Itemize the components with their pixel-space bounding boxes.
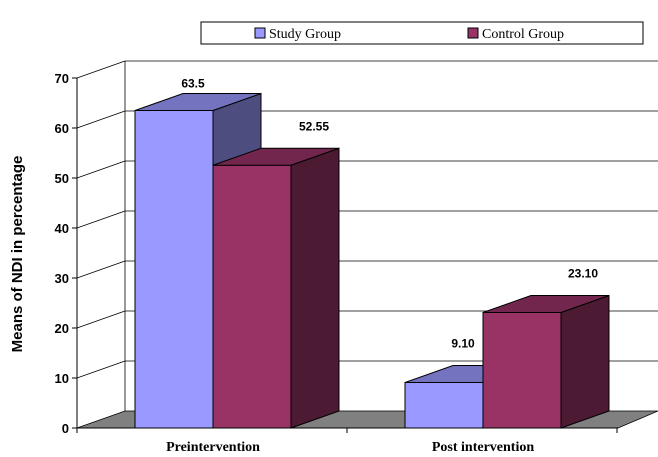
data-label: 63.5 bbox=[181, 77, 205, 91]
y-tick-label: 60 bbox=[55, 121, 69, 136]
y-tick-label: 70 bbox=[55, 71, 69, 86]
y-tick-label: 40 bbox=[55, 221, 69, 236]
bar-side bbox=[560, 294, 610, 429]
x-category-label: Post intervention bbox=[432, 440, 534, 455]
legend-swatch bbox=[467, 27, 479, 39]
legend-label: Control Group bbox=[482, 27, 564, 42]
y-tick-label: 0 bbox=[62, 421, 69, 436]
gridline-diagonal bbox=[76, 110, 126, 129]
legend: Study Group Control Group bbox=[200, 21, 644, 45]
bar-front bbox=[482, 312, 562, 429]
bar-side bbox=[290, 147, 340, 429]
data-label: 52.55 bbox=[299, 119, 329, 133]
gridline-diagonal bbox=[76, 60, 126, 79]
legend-swatch bbox=[254, 27, 266, 39]
bar-front bbox=[212, 164, 292, 429]
x-category-label: Preintervention bbox=[166, 440, 260, 455]
gridline-diagonal bbox=[76, 210, 126, 229]
bars bbox=[134, 92, 610, 429]
gridline-diagonal bbox=[76, 260, 126, 279]
y-tick-label: 30 bbox=[55, 271, 69, 286]
data-labels: 63.5 52.55 9.10 23.10 bbox=[181, 77, 598, 351]
y-tick-label: 20 bbox=[55, 321, 69, 336]
bar-top bbox=[482, 295, 610, 313]
y-axis-title: Means of NDI in percentage bbox=[9, 156, 26, 353]
bar-top bbox=[134, 93, 262, 111]
data-label: 9.10 bbox=[451, 337, 475, 351]
data-label: 23.10 bbox=[568, 267, 598, 281]
y-tick-label: 50 bbox=[55, 171, 69, 186]
bar-top bbox=[212, 147, 340, 166]
legend-box bbox=[200, 21, 644, 45]
gridline-diagonal bbox=[76, 310, 126, 329]
gridline-diagonal bbox=[76, 360, 126, 379]
bar-front bbox=[134, 110, 214, 429]
y-tick-label: 10 bbox=[55, 371, 69, 386]
legend-label: Study Group bbox=[269, 27, 341, 42]
gridline-diagonal bbox=[76, 160, 126, 179]
bar-front bbox=[404, 382, 484, 429]
x-axis-labels: Preintervention Post intervention bbox=[166, 440, 534, 455]
